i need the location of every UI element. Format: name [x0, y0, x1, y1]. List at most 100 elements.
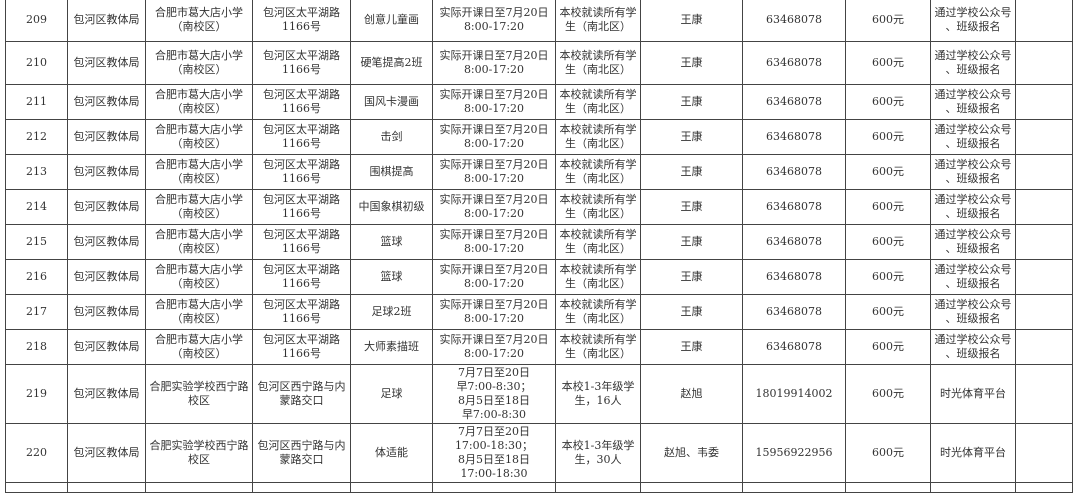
cell-time: 实际开课日至7月20日 8:00-17:20 — [432, 329, 556, 365]
cell-target: 本校就读所有学 生（南北区） — [555, 259, 641, 295]
cell-school: 合肥市葛大店小学 （南校区） — [145, 294, 253, 330]
cell-course: 篮球 — [350, 224, 433, 260]
cell-time: 实际开课日至7月20日 8:00-17:20 — [432, 224, 556, 260]
cell-target: 本校就读所有学 生（南北区） — [555, 329, 641, 365]
cell-address: 包河区太平湖路 1166号 — [252, 119, 351, 155]
cell-fee: 600元 — [845, 329, 931, 365]
cell-course: 硬笔提高2班 — [350, 41, 433, 85]
cell-note — [1015, 329, 1073, 365]
cell-signup: 时光体育平台 — [930, 423, 1016, 483]
cell-contact: 王康 — [640, 224, 743, 260]
cell-contact: 王康 — [640, 119, 743, 155]
cell-phone: 63468078 — [742, 259, 846, 295]
cell-target: 本校就读所有学 生（南北区） — [555, 84, 641, 120]
cell-target: 本校就读所有学 生（南北区） — [555, 0, 641, 42]
cell-target: 本校1-3年级学 生，16人 — [555, 364, 641, 424]
cell-fee: 600元 — [845, 259, 931, 295]
cell-target: 本校就读所有学 生（南北区） — [555, 41, 641, 85]
cell-signup: 通过学校公众号 、班级报名 — [930, 41, 1016, 85]
cell-empty — [252, 482, 351, 493]
table-row: 217 包河区教体局 合肥市葛大店小学 （南校区） 包河区太平湖路 1166号 足球2班… — [5, 294, 1073, 330]
cell-contact: 王康 — [640, 84, 743, 120]
cell-no: 218 — [5, 329, 68, 365]
cell-note — [1015, 119, 1073, 155]
cell-target: 本校就读所有学 生（南北区） — [555, 154, 641, 190]
cell-empty — [5, 482, 68, 493]
cell-note — [1015, 423, 1073, 483]
cell-time: 实际开课日至7月20日 8:00-17:20 — [432, 84, 556, 120]
cell-no: 217 — [5, 294, 68, 330]
cell-fee: 600元 — [845, 423, 931, 483]
cell-no: 216 — [5, 259, 68, 295]
cell-empty — [145, 482, 253, 493]
table-row: 219 包河区教体局 合肥实验学校西宁路 校区 包河区西宁路与内 蒙路交口 足球 7月7日… — [5, 364, 1073, 424]
cell-phone: 63468078 — [742, 119, 846, 155]
cell-time: 实际开课日至7月20日 8:00-17:20 — [432, 0, 556, 42]
cell-bureau: 包河区教体局 — [67, 294, 146, 330]
course-table: 209 包河区教体局 合肥市葛大店小学 （南校区） 包河区太平湖路 1166号 创意儿童… — [5, 0, 1073, 493]
cell-course: 击剑 — [350, 119, 433, 155]
cell-empty — [1015, 482, 1073, 493]
table-row: 210 包河区教体局 合肥市葛大店小学 （南校区） 包河区太平湖路 1166号 硬笔提高… — [5, 41, 1073, 85]
cell-phone: 63468078 — [742, 41, 846, 85]
cell-target: 本校就读所有学 生（南北区） — [555, 224, 641, 260]
cell-contact: 王康 — [640, 189, 743, 225]
cell-contact: 赵旭 — [640, 364, 743, 424]
cell-fee: 600元 — [845, 154, 931, 190]
cell-fee: 600元 — [845, 84, 931, 120]
cell-phone: 63468078 — [742, 294, 846, 330]
cell-empty — [432, 482, 556, 493]
cell-phone: 18019914002 — [742, 364, 846, 424]
cell-no: 213 — [5, 154, 68, 190]
table-row: 214 包河区教体局 合肥市葛大店小学 （南校区） 包河区太平湖路 1166号 中国象棋… — [5, 189, 1073, 225]
cell-no: 211 — [5, 84, 68, 120]
cell-note — [1015, 224, 1073, 260]
cell-fee: 600元 — [845, 294, 931, 330]
cell-course: 足球2班 — [350, 294, 433, 330]
cell-course: 中国象棋初级 — [350, 189, 433, 225]
cell-phone: 63468078 — [742, 154, 846, 190]
cell-signup: 通过学校公众号 、班级报名 — [930, 84, 1016, 120]
cell-no: 214 — [5, 189, 68, 225]
cell-address: 包河区太平湖路 1166号 — [252, 189, 351, 225]
cell-address: 包河区太平湖路 1166号 — [252, 329, 351, 365]
cell-empty — [742, 482, 846, 493]
cell-signup: 通过学校公众号 、班级报名 — [930, 0, 1016, 42]
cell-signup: 通过学校公众号 、班级报名 — [930, 154, 1016, 190]
cell-signup: 通过学校公众号 、班级报名 — [930, 189, 1016, 225]
cell-contact: 王康 — [640, 329, 743, 365]
cell-no: 209 — [5, 0, 68, 42]
cell-school: 合肥市葛大店小学 （南校区） — [145, 41, 253, 85]
cell-address: 包河区太平湖路 1166号 — [252, 259, 351, 295]
cell-fee: 600元 — [845, 364, 931, 424]
cell-bureau: 包河区教体局 — [67, 0, 146, 42]
cell-phone: 63468078 — [742, 189, 846, 225]
cell-fee: 600元 — [845, 41, 931, 85]
cell-address: 包河区太平湖路 1166号 — [252, 224, 351, 260]
cell-fee: 600元 — [845, 0, 931, 42]
cell-school: 合肥市葛大店小学 （南校区） — [145, 84, 253, 120]
cell-school: 合肥市葛大店小学 （南校区） — [145, 329, 253, 365]
cell-empty — [640, 482, 743, 493]
cell-phone: 63468078 — [742, 224, 846, 260]
cell-school: 合肥市葛大店小学 （南校区） — [145, 154, 253, 190]
cell-school: 合肥市葛大店小学 （南校区） — [145, 0, 253, 42]
cell-target: 本校就读所有学 生（南北区） — [555, 189, 641, 225]
cell-contact: 王康 — [640, 0, 743, 42]
cell-course: 篮球 — [350, 259, 433, 295]
cell-note — [1015, 0, 1073, 42]
cell-address: 包河区西宁路与内 蒙路交口 — [252, 423, 351, 483]
cell-course: 大师素描班 — [350, 329, 433, 365]
cell-note — [1015, 41, 1073, 85]
cell-phone: 63468078 — [742, 329, 846, 365]
cell-bureau: 包河区教体局 — [67, 423, 146, 483]
table-row: 220 包河区教体局 合肥实验学校西宁路 校区 包河区西宁路与内 蒙路交口 体适能 7月7… — [5, 423, 1073, 483]
cell-bureau: 包河区教体局 — [67, 119, 146, 155]
cell-time: 实际开课日至7月20日 8:00-17:20 — [432, 294, 556, 330]
cell-course: 围棋提高 — [350, 154, 433, 190]
cell-time: 实际开课日至7月20日 8:00-17:20 — [432, 154, 556, 190]
cell-empty — [350, 482, 433, 493]
table-row: 212 包河区教体局 合肥市葛大店小学 （南校区） 包河区太平湖路 1166号 击剑 实际… — [5, 119, 1073, 155]
table-row: 213 包河区教体局 合肥市葛大店小学 （南校区） 包河区太平湖路 1166号 围棋提高… — [5, 154, 1073, 190]
cell-no: 212 — [5, 119, 68, 155]
